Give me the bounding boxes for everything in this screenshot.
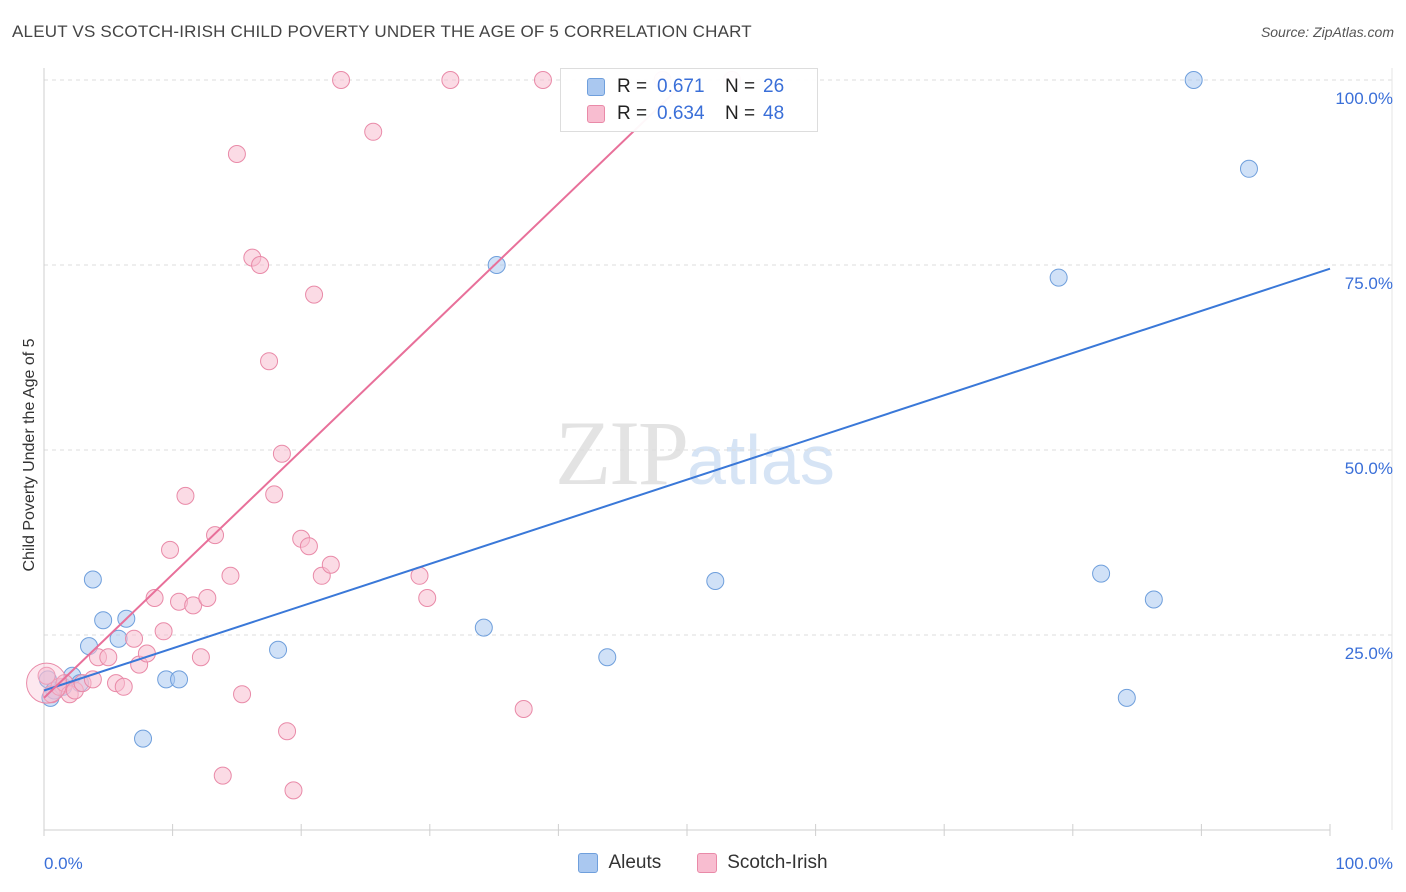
- scotch-irish-point: [260, 352, 279, 371]
- scotch-irish-point: [299, 537, 318, 556]
- scotch-irish-point: [221, 566, 240, 585]
- aleuts-point: [1117, 688, 1136, 707]
- legend-swatch-aleuts: [587, 78, 605, 96]
- scotch-irish-point: [191, 648, 210, 667]
- legend-row-scotch-irish: R = 0.634 N = 48: [587, 102, 784, 126]
- aleuts-point: [1049, 268, 1068, 287]
- legend-r-label: R =: [617, 76, 648, 97]
- aleuts-point: [1239, 159, 1258, 178]
- legend-r-label: R =: [617, 103, 648, 124]
- y-tick-label: 25.0%: [1345, 644, 1393, 663]
- legend-r-value: 0.671: [657, 76, 705, 97]
- series-legend-label: Scotch-Irish: [727, 852, 828, 873]
- aleuts-point: [1184, 71, 1203, 89]
- aleuts-point: [170, 670, 189, 689]
- scotch-irish-point: [37, 666, 56, 685]
- aleuts-trend-line: [43, 267, 1331, 692]
- legend-row-aleuts: R = 0.671 N = 26: [587, 75, 784, 99]
- legend-n-value: 26: [763, 76, 785, 97]
- legend-r-value: 0.634: [657, 103, 705, 124]
- legend-n-label: N =: [725, 103, 756, 124]
- scotch-irish-point: [213, 766, 232, 785]
- scotch-irish-point: [233, 685, 252, 704]
- scotch-irish-point: [533, 71, 552, 89]
- y-tick-label: 75.0%: [1345, 274, 1393, 293]
- scotch-irish-point: [332, 71, 351, 89]
- legend-n-value: 48: [763, 103, 785, 124]
- aleuts-point: [706, 571, 725, 590]
- scotch-irish-point: [154, 622, 173, 641]
- scotch-irish-point: [184, 596, 203, 615]
- series-legend-aleuts[interactable]: Aleuts: [578, 852, 661, 874]
- scotch-irish-point: [206, 526, 225, 545]
- series-legend-scotch-irish[interactable]: Scotch-Irish: [697, 852, 828, 874]
- scotch-irish-point: [278, 722, 297, 741]
- legend-swatch-scotch-irish: [587, 105, 605, 123]
- chart-title: ALEUT VS SCOTCH-IRISH CHILD POVERTY UNDE…: [12, 22, 752, 41]
- y-axis-label: Child Poverty Under the Age of 5: [21, 338, 38, 572]
- scotch-irish-point: [99, 648, 118, 667]
- scotch-irish-point: [114, 677, 133, 696]
- scotch-irish-point: [418, 589, 437, 607]
- scotch-irish-point: [161, 540, 180, 559]
- aleuts-point: [94, 611, 113, 630]
- scotch-irish-point: [284, 781, 303, 800]
- scotch-irish-point: [364, 122, 383, 141]
- scotch-irish-point: [305, 285, 324, 304]
- series-legend: Aleuts Scotch-Irish: [0, 852, 1406, 874]
- aleuts-point: [487, 256, 506, 274]
- scotch-irish-point: [265, 485, 284, 504]
- scotch-irish-point: [227, 145, 246, 163]
- aleuts-point: [1092, 564, 1111, 583]
- aleuts-point: [474, 618, 493, 637]
- correlation-legend: R = 0.671 N = 26 R = 0.634 N = 48: [560, 68, 818, 132]
- legend-n-label: N =: [725, 76, 756, 97]
- series-swatch-aleuts: [578, 853, 599, 873]
- scotch-irish-point: [272, 444, 291, 463]
- series-legend-label: Aleuts: [608, 852, 662, 873]
- scotch-irish-point: [514, 700, 533, 718]
- series-swatch-scotch-irish: [697, 853, 718, 873]
- scotch-irish-point: [321, 555, 340, 574]
- aleuts-point: [83, 570, 102, 589]
- x-tick-label: 100.0%: [1335, 854, 1393, 873]
- y-tick-label: 100.0%: [1335, 89, 1393, 108]
- x-tick-label: 0.0%: [44, 854, 83, 873]
- y-tick-label: 50.0%: [1345, 459, 1393, 478]
- aleuts-point: [269, 640, 288, 659]
- watermark-atlas: atlas: [687, 421, 835, 499]
- source-label: Source: ZipAtlas.com: [1260, 24, 1394, 40]
- aleuts-point: [134, 729, 153, 748]
- scotch-irish-point: [176, 486, 195, 505]
- scotch-irish-point: [125, 629, 144, 648]
- scotch-irish-trend-line: [43, 79, 688, 699]
- scotch-irish-point: [441, 71, 460, 89]
- aleuts-point: [598, 648, 617, 667]
- scotch-irish-point: [145, 589, 164, 607]
- scotch-irish-point: [198, 589, 217, 607]
- scotch-irish-point: [251, 256, 270, 274]
- aleuts-point: [1144, 590, 1163, 609]
